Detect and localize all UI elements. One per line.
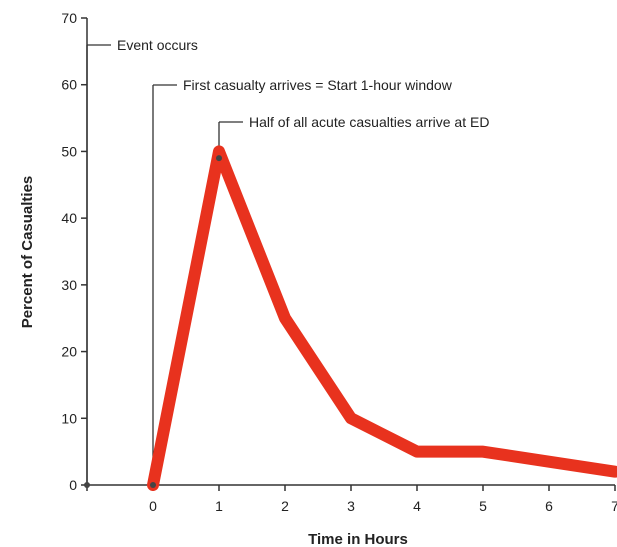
annotation-marker [150,482,156,488]
y-tick-label: 60 [61,77,77,93]
y-tick-label: 10 [61,410,77,426]
x-tick-label: 2 [281,498,289,514]
y-tick-label: 50 [61,143,77,159]
x-tick-label: 1 [215,498,223,514]
annotation-marker [216,155,222,162]
y-tick-label: 0 [69,477,77,493]
x-tick-label: 6 [545,498,553,514]
annotation-label: First casualty arrives = Start 1-hour wi… [183,77,453,93]
y-axis: 0 10 20 30 40 50 60 70 [61,10,88,493]
x-tick-label: 7 [611,498,617,514]
annotation-label: Half of all acute casualties arrive at E… [249,114,489,130]
annotation-label: Event occurs [117,37,198,53]
y-tick-label: 40 [61,210,77,226]
annotation-markers [84,155,222,488]
y-tick-label: 20 [61,344,77,360]
x-axis: 0 1 2 3 4 5 6 7 [86,484,617,514]
annotations: Event occurs First casualty arrives = Sta… [86,37,489,485]
x-axis-title: Time in Hours [308,531,408,547]
casualty-arrival-line [147,145,617,491]
y-tick-label: 30 [61,277,77,293]
x-tick-label: 3 [347,498,355,514]
x-tick-label: 4 [413,498,421,514]
series [147,145,617,491]
y-axis-title: Percent of Casualties [19,176,36,329]
x-tick-label: 0 [149,498,157,514]
x-tick-label: 5 [479,498,487,514]
y-tick-label: 70 [61,10,77,26]
annotation-marker [84,482,90,488]
